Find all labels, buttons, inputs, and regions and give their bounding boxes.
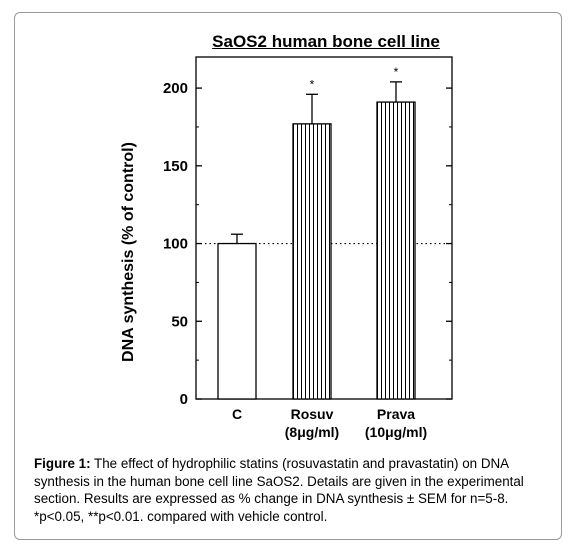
y-tick-label: 150 bbox=[163, 158, 188, 175]
y-tick-label: 50 bbox=[171, 313, 188, 330]
figure-caption: Figure 1: The effect of hydrophilic stat… bbox=[34, 455, 550, 525]
y-tick-label: 100 bbox=[163, 236, 188, 253]
y-axis-label: DNA synthesis (% of control) bbox=[120, 142, 137, 362]
significance-marker: * bbox=[394, 65, 399, 79]
caption-label: Figure 1: bbox=[34, 456, 91, 471]
figure-frame bbox=[14, 12, 562, 540]
x-category-sublabel: (8μg/ml) bbox=[285, 424, 339, 440]
x-category-sublabel: (10μg/ml) bbox=[365, 424, 427, 440]
significance-marker: * bbox=[310, 77, 315, 91]
caption-text: The effect of hydrophilic statins (rosuv… bbox=[34, 456, 524, 524]
bar bbox=[376, 101, 416, 400]
x-category-label: Prava bbox=[377, 406, 415, 422]
y-tick-label: 200 bbox=[163, 80, 188, 97]
bar bbox=[217, 242, 257, 400]
x-category-label: C bbox=[232, 406, 242, 422]
bar bbox=[292, 123, 332, 400]
chart-title: SaOS2 human bone cell line bbox=[212, 32, 440, 51]
y-tick-label: 0 bbox=[180, 391, 188, 408]
bar-chart: 0 50 100 150 200 C Rosuv (8μg/ml) Prava (10μg/ml)… bbox=[120, 56, 453, 440]
x-category-label: Rosuv bbox=[291, 406, 334, 422]
